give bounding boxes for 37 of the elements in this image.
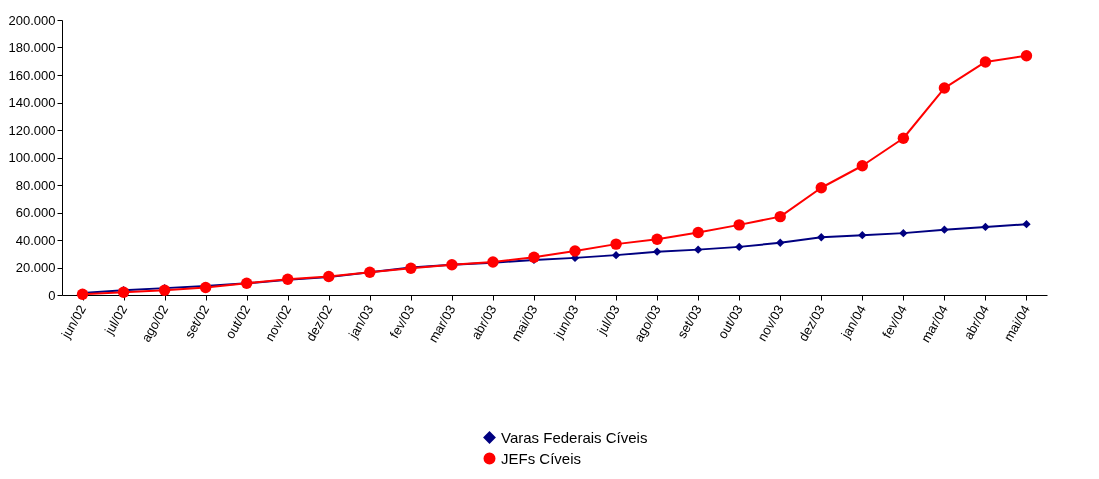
point	[940, 225, 949, 234]
point	[610, 238, 622, 250]
point	[776, 238, 785, 247]
y-tick-label: 180.000	[8, 40, 56, 55]
point	[733, 219, 745, 231]
point	[938, 82, 951, 94]
point	[1022, 220, 1031, 229]
y-tick-label: 60.000	[15, 205, 56, 220]
point	[979, 56, 992, 68]
point	[651, 233, 663, 245]
point	[692, 226, 704, 239]
y-tick-label: 140.000	[8, 95, 56, 110]
y-tick-label: 40.000	[15, 232, 56, 248]
point	[735, 242, 744, 252]
point	[1020, 50, 1033, 62]
point	[817, 233, 826, 242]
point	[815, 182, 827, 194]
y-tick-label: 120.000	[8, 122, 56, 138]
y-tick-label: 80.000	[15, 177, 56, 193]
legend-label: JEFs Cíveis	[501, 449, 582, 467]
y-tick-label: 200.000	[8, 12, 56, 28]
point	[528, 251, 540, 263]
point	[652, 247, 662, 256]
y-tick-label: 100.000	[8, 150, 56, 165]
point	[856, 160, 869, 172]
y-tick-label: 20.000	[15, 260, 56, 275]
y-tick-label: 160.000	[8, 67, 56, 83]
legend-label: Varas Federais Cíveis	[501, 428, 648, 446]
point	[611, 250, 621, 260]
point	[774, 210, 786, 223]
point	[899, 228, 908, 238]
point	[693, 245, 703, 254]
y-tick-label: 0	[48, 287, 56, 303]
point	[858, 231, 867, 240]
point	[569, 245, 581, 257]
point	[981, 222, 990, 232]
point	[897, 132, 910, 144]
